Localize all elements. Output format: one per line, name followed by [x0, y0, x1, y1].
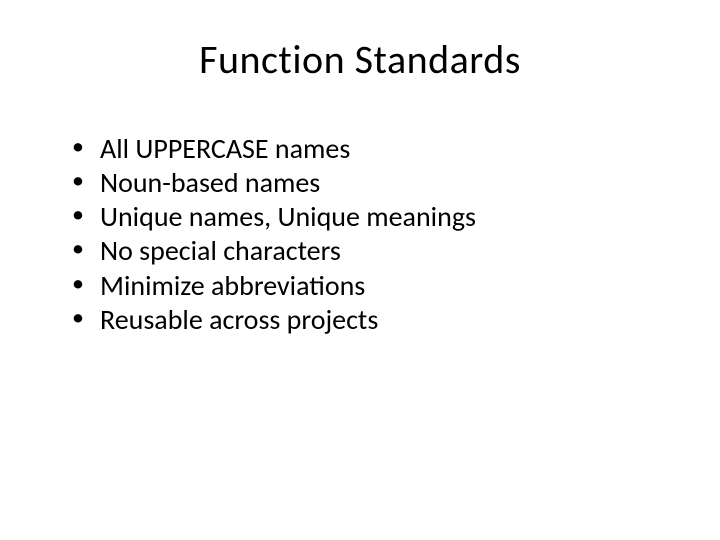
slide-container: Function Standards All UPPERCASE names N…	[0, 0, 720, 540]
bullet-list: All UPPERCASE names Noun-based names Uni…	[50, 132, 670, 337]
list-item: Noun-based names	[72, 166, 670, 200]
list-item: Minimize abbreviations	[72, 269, 670, 303]
slide-title: Function Standards	[50, 35, 670, 84]
list-item: All UPPERCASE names	[72, 132, 670, 166]
list-item: Unique names, Unique meanings	[72, 200, 670, 234]
list-item: Reusable across projects	[72, 303, 670, 337]
list-item: No special characters	[72, 234, 670, 268]
